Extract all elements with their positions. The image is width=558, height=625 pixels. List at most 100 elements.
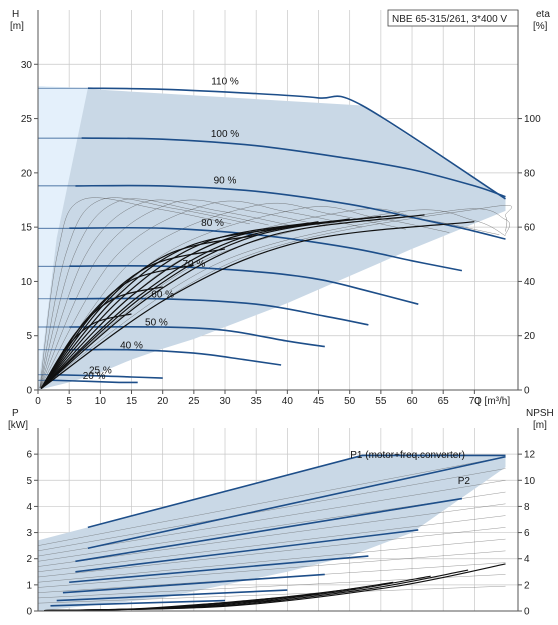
y2-tick-label: 100 [524,114,541,125]
y-axis-title: H [12,9,19,20]
speed-percent-labels: 110 % 100 % 90 % 80 % 70 % 60 % 50 %40 % 25 %20… [83,77,240,382]
y-tick-label: 3 [26,528,32,539]
efficiency-curve [40,221,319,389]
efficiency-curve [40,234,257,389]
head-axes: 0 5 10 15 20 25 30 0 20 40 60 80 100 0 5 10 15 20 25 30 35 40… [10,9,550,407]
head-operating-area [38,86,506,390]
power-curve [75,529,419,573]
x-tick-label: 70 [469,396,481,407]
thin-efficiency-curve [39,199,294,388]
speed-percent-label: 100 % [211,129,239,140]
speed-percent-label: 50 % [145,318,168,329]
title-box [387,9,519,27]
y-axis-unit: [kW] [8,420,28,431]
x-tick-label: 55 [375,396,387,407]
power-curves [44,454,506,612]
speed-percent-label: 60 % [151,289,174,300]
y-tick-label: 5 [26,476,32,487]
speed-percent-label: 20 % [83,371,106,382]
head-curve [69,297,369,326]
thin-power-line [37,480,506,557]
chart-title: NBE 65-315/261, 3*400 V [392,14,507,25]
x-tick-label: 0 [35,396,41,407]
x-axis-title: Q [m³/h] [474,396,510,407]
y-tick-label: 4 [26,502,32,513]
thin-efficiency-curve [39,199,325,388]
thin-efficiency-curve [39,202,406,388]
thin-power-line [37,503,506,567]
y-tick-label: 0 [26,386,32,397]
y2-tick-label: 80 [524,168,536,179]
thin-efficiency-curve [39,208,510,388]
thin-power-line [37,527,506,578]
y2-tick-label: 20 [524,331,536,342]
power-curve [56,589,288,602]
y-tick-label: 1 [26,580,32,591]
y2-axis-unit: [%] [533,21,548,32]
head-operating-area-light [38,86,88,390]
head-curve [69,265,419,305]
y-tick-label: 6 [26,450,32,461]
y2-tick-label: 40 [524,277,536,288]
y2-tick-label: 10 [524,476,536,487]
speed-percent-label: 80 % [201,218,224,229]
x-tick-label: 25 [188,396,200,407]
p1-label: P1 (motor+freq.converter) [350,450,465,461]
thin-power-line [37,585,506,604]
power-npsh-panel: P1 (motor+freq.converter)P2 012345602468… [8,408,554,618]
power-curve [50,599,226,607]
x-tick-label: 45 [313,396,325,407]
y2-axis-title: NPSH [526,408,554,419]
y2-tick-label: 4 [524,554,530,565]
y2-tick-label: 0 [524,607,530,618]
power-thin-curves [37,456,506,604]
thin-efficiency-curve [39,197,232,388]
x-tick-label: 50 [344,396,356,407]
y2-tick-label: 60 [524,223,536,234]
x-tick-label: 30 [219,396,231,407]
power-curve [69,555,369,584]
power-curve [75,497,463,563]
y2-tick-label: 8 [524,502,530,513]
efficiency-curve [40,218,350,390]
efficiency-curves [40,214,475,390]
thin-efficiency-curve [39,197,250,388]
thin-power-line [37,515,506,572]
y-axis-unit: [m] [10,21,24,32]
head-curve [50,379,138,384]
power-curve [87,455,506,550]
power-curve [62,573,325,594]
efficiency-curve [40,214,400,390]
x-tick-label: 15 [126,396,138,407]
x-tick-label: 35 [251,396,263,407]
speed-percent-label: 40 % [120,340,143,351]
head-curve [81,137,506,198]
y-tick-label: 15 [21,223,33,234]
speed-percent-label: 90 % [214,175,237,186]
efficiency-curve [40,226,288,389]
y2-tick-label: 12 [524,450,536,461]
y-tick-label: 20 [21,168,33,179]
thin-power-line [37,550,506,588]
head-curve [69,325,325,348]
head-curve [56,374,163,379]
speed-percent-label: 110 % [211,77,239,88]
npsh-curve [44,600,282,612]
thin-efficiency-curve [39,209,506,388]
thin-power-line [37,538,506,583]
p1-curve [87,454,506,529]
head-curve [75,184,506,240]
y-tick-label: 2 [26,554,32,565]
thin-power-line [37,456,506,546]
efficiency-curve [40,221,475,390]
x-tick-label: 60 [406,396,418,407]
x-tick-label: 5 [66,396,72,407]
y2-axis-title: eta [536,9,550,20]
y-tick-label: 10 [21,277,33,288]
y2-axis-unit: [m] [533,420,547,431]
x-tick-label: 10 [95,396,107,407]
p2-label: P2 [458,476,471,487]
efficiency-curve [40,214,425,390]
